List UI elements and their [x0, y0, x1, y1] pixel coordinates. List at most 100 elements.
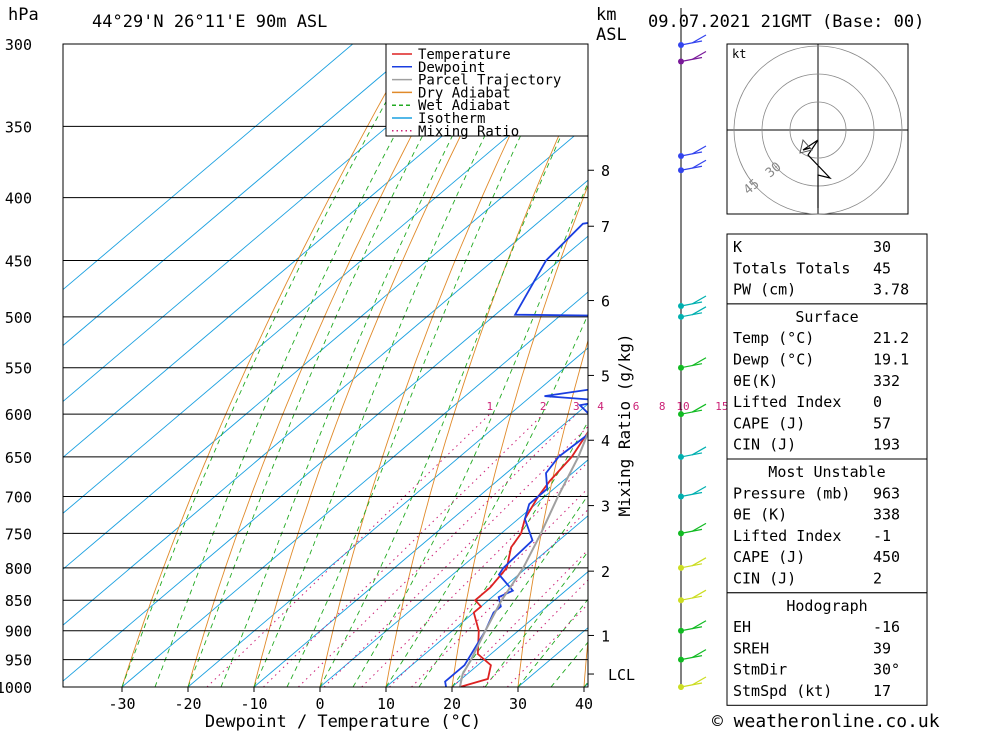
table-row-value: 3.78 [873, 281, 909, 299]
wind-barb-feather [691, 403, 707, 413]
table-row-value: 963 [873, 484, 900, 502]
copyright: © weatheronline.co.uk [712, 711, 940, 732]
legend-label: Dry Adiabat [418, 85, 511, 101]
mixing-ratio-label: 4 [597, 400, 604, 413]
temperature-tick-label: 30 [509, 695, 527, 713]
mixing-ratio-line [297, 413, 577, 687]
wind-level-dot [678, 303, 684, 310]
pressure-tick-label: 750 [5, 525, 32, 543]
hodograph-unit: kt [732, 47, 746, 61]
pressure-tick-label: 800 [5, 560, 32, 578]
table-row-value: 338 [873, 506, 900, 524]
chart-grid [63, 7, 1000, 713]
table-row-value: 30° [873, 661, 900, 679]
table-row-label: CIN (J) [733, 436, 796, 454]
table-row-value: -16 [873, 618, 900, 636]
hodograph-trace [802, 139, 832, 208]
wind-barb [680, 56, 703, 63]
hodograph-loop [799, 138, 813, 154]
dry-adiabat-line [121, 44, 414, 687]
table-row-value: 21.2 [873, 329, 909, 347]
wind-barb [680, 165, 703, 171]
table-row-label: Temp (°C) [733, 329, 814, 347]
table-row-label: EH [733, 618, 751, 636]
table-row-value: -1 [873, 527, 891, 545]
mixing-ratio-label: 10 [676, 400, 689, 413]
wind-barb-feather [691, 620, 707, 630]
table-row-label: CAPE (J) [733, 548, 805, 566]
wind-level-dot [678, 493, 684, 500]
isotherm-line [187, 347, 588, 687]
wind-barb [680, 363, 703, 369]
wind-level-dot [678, 313, 684, 320]
isotherm-line [63, 235, 588, 682]
height-tick-label: 3 [601, 498, 610, 516]
wind-barb [680, 491, 703, 498]
plot-frame [62, 43, 589, 688]
temperature-line [459, 429, 588, 687]
pressure-tick-label: 350 [5, 118, 32, 136]
height-tick-label: 6 [601, 293, 610, 311]
table-row-label: K [733, 238, 742, 256]
isotherm-line [121, 291, 588, 687]
table-row-label: PW (cm) [733, 281, 796, 299]
isotherm-line [385, 515, 588, 687]
table-title: Hodograph [786, 597, 867, 615]
wind-barb-feather [691, 522, 707, 532]
wind-barb [680, 595, 703, 601]
mixing-ratio-label: 2 [540, 400, 547, 413]
wind-barb-feather [691, 159, 707, 169]
mixing-ratio-line [361, 461, 588, 687]
wind-barb [680, 301, 703, 307]
table-row-label: Lifted Index [733, 527, 841, 545]
wind-barb-feather [691, 557, 707, 567]
dry-adiabat-line [451, 184, 588, 687]
table-frame [726, 458, 928, 594]
height-unit-asl: ASL [596, 25, 627, 45]
wind-level-dot [678, 627, 684, 634]
dry-adiabat-line [517, 338, 588, 687]
dry-adiabat-line [187, 44, 461, 687]
dry-adiabat-line [385, 69, 588, 687]
pressure-tick-label: 300 [5, 36, 32, 54]
temperature-tick-label: 0 [315, 695, 324, 713]
height-axis: 8 7 6 5 4 3 2 1 LCL [588, 162, 635, 684]
height-tick-label: 2 [601, 563, 610, 581]
table-row-value: 39 [873, 639, 891, 657]
height-tick-label: 5 [601, 367, 610, 385]
table-row-label: CIN (J) [733, 570, 796, 588]
pressure-unit-label: hPa [8, 5, 39, 25]
pressure-tick-label: 550 [5, 360, 32, 378]
temperature-tick-label: 20 [443, 695, 461, 713]
wind-barb [680, 312, 703, 318]
wind-barb [680, 528, 703, 534]
table-row-label: CAPE (J) [733, 414, 805, 432]
isotherm-line [253, 403, 588, 687]
legend-label: Temperature [418, 47, 511, 63]
wind-level-dot [678, 153, 684, 160]
table-frame [726, 233, 928, 305]
wind-barb [680, 655, 703, 661]
table-title: Surface [795, 308, 858, 326]
temperature-tick-label: -10 [240, 695, 267, 713]
height-tick-label: 7 [601, 218, 610, 236]
wind-level-dot [678, 656, 684, 663]
temperature-tick-label: 10 [377, 695, 395, 713]
table-title: Most Unstable [768, 463, 885, 481]
wind-barb [680, 682, 703, 688]
height-tick-label: 1 [601, 627, 610, 645]
temperature-tick-label: -20 [174, 695, 201, 713]
wind-barb [680, 626, 703, 632]
wet-adiabat-line [418, 420, 588, 687]
table-frame [726, 592, 928, 706]
wind-level-dot [678, 411, 684, 418]
dry-adiabat-line [966, 7, 1000, 713]
wind-barb-feather [691, 34, 707, 44]
isotherm-line [451, 571, 588, 687]
wind-barb-feather [691, 50, 707, 61]
wind-barb-feather [691, 485, 707, 496]
table-row-label: θE(K) [733, 372, 778, 390]
wind-barb-feather [691, 306, 707, 316]
wet-adiabat-line [187, 44, 472, 687]
pressure-tick-label: 650 [5, 449, 32, 467]
